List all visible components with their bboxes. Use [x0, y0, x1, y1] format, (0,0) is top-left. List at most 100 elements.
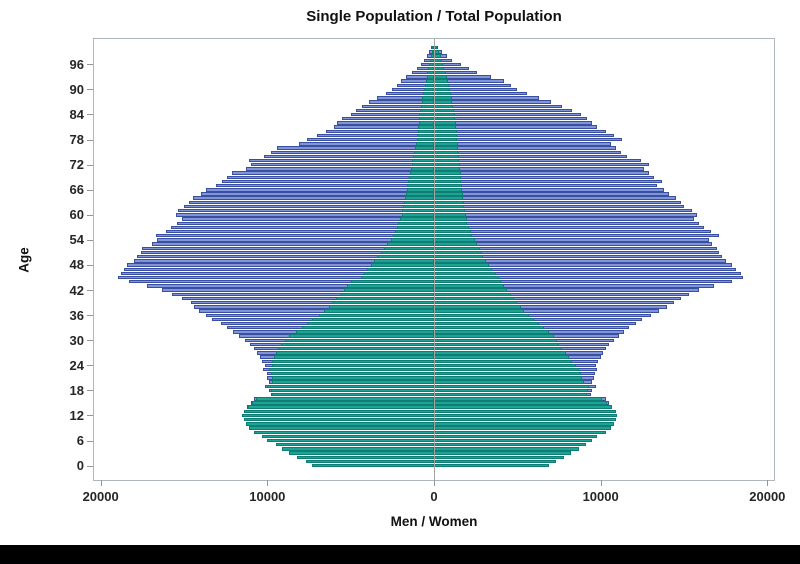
- bar-men-single: [271, 376, 434, 380]
- bar-women-single: [434, 451, 571, 455]
- bar-women-total: [434, 112, 581, 117]
- plot-area: 0 6 12 18 24 30 36 42 48 54 60 66 72 78 84 90 96 20000 100…: [70, 38, 785, 504]
- bar-men-single: [424, 83, 434, 87]
- bar-women-single: [434, 392, 588, 397]
- bar-women-single: [434, 284, 504, 288]
- x-tick: [267, 480, 269, 486]
- x-axis-label: Men / Women: [390, 514, 478, 529]
- bar-women-single: [434, 221, 468, 225]
- bar-men-single: [408, 179, 434, 184]
- bar-men-total: [206, 188, 434, 192]
- bar-men-single: [403, 204, 434, 209]
- chart-title: Single Population / Total Population: [306, 8, 562, 25]
- x-tick-label: 20000: [82, 489, 119, 504]
- bar-men-total: [307, 137, 434, 142]
- bar-women-single: [434, 313, 529, 317]
- bar-men-single: [319, 313, 434, 317]
- bar-women-single: [434, 66, 445, 71]
- bar-women-single: [434, 434, 598, 439]
- bar-women-total: [434, 238, 709, 242]
- bar-men-single: [396, 225, 434, 230]
- bar-women-total: [434, 209, 693, 213]
- bar-men-single: [429, 58, 434, 62]
- bar-women-single: [434, 121, 456, 125]
- y-tick-label: 66: [69, 182, 84, 198]
- bar-men-total: [165, 229, 434, 234]
- bar-women-single: [434, 242, 478, 246]
- bar-men-total: [177, 221, 434, 225]
- bar-women-single: [434, 142, 458, 146]
- bar-women-single: [434, 188, 463, 192]
- bar-women-single: [434, 150, 459, 154]
- bar-women-single: [434, 108, 454, 113]
- bar-men-single: [418, 121, 434, 125]
- bar-men-single: [411, 163, 434, 167]
- bar-men-single: [377, 255, 434, 259]
- bar-men-single: [312, 317, 434, 322]
- bar-women-single: [434, 200, 464, 205]
- y-axis-label-wrap: Age: [14, 38, 34, 481]
- bar-women-single: [434, 171, 461, 175]
- bar-men-single: [419, 108, 434, 113]
- bar-women-single: [434, 367, 579, 372]
- bar-women-total: [434, 104, 563, 108]
- bar-men-single: [364, 271, 434, 276]
- bar-women-single: [434, 71, 446, 75]
- bar-men-single: [432, 46, 434, 50]
- bar-women-total: [434, 183, 658, 188]
- bar-men-single: [332, 300, 434, 305]
- bar-men-total: [175, 213, 434, 217]
- bar-men-total: [245, 167, 434, 171]
- bar-women-single: [434, 405, 612, 409]
- bar-women-total: [434, 204, 684, 209]
- bar-men-single: [249, 426, 434, 430]
- bar-men-single: [245, 422, 434, 426]
- x-tick-label: 10000: [582, 489, 619, 504]
- bar-men-single: [267, 384, 434, 388]
- bar-women-single: [434, 175, 462, 179]
- bar-women-total: [434, 108, 573, 113]
- bar-women-single: [434, 422, 614, 426]
- bar-women-single: [434, 346, 563, 351]
- bar-women-total: [434, 213, 698, 217]
- bar-women-single: [434, 401, 608, 405]
- bar-men-single: [275, 443, 434, 447]
- y-tick-label: 24: [69, 357, 84, 373]
- bar-women-single: [434, 204, 464, 209]
- bar-women-total: [434, 117, 588, 121]
- bar-women-single: [434, 464, 549, 468]
- bar-men-single: [285, 338, 434, 342]
- bar-men-single: [244, 409, 434, 414]
- bar-men-single: [410, 167, 434, 171]
- bar-women-single: [434, 300, 518, 305]
- y-tick: [87, 114, 93, 116]
- bar-women-single: [434, 334, 554, 338]
- x-tick: [600, 480, 602, 486]
- bar-men-single: [419, 117, 434, 121]
- bar-women-total: [434, 221, 699, 225]
- bar-women-single: [434, 259, 486, 263]
- y-tick-label: 84: [69, 106, 84, 122]
- bar-women-single: [434, 263, 489, 267]
- bar-men-single: [367, 267, 434, 271]
- bar-women-total: [434, 175, 654, 179]
- bar-men-single: [262, 434, 434, 439]
- bar-men-single: [307, 321, 434, 326]
- y-tick-label: 60: [69, 207, 84, 223]
- bar-women-single: [434, 250, 482, 255]
- bar-women-total: [434, 229, 711, 234]
- y-tick-label: 30: [69, 332, 84, 348]
- bar-men-single: [393, 234, 434, 238]
- bar-women-single: [434, 217, 467, 221]
- bar-men-total: [270, 150, 434, 154]
- bar-men-single: [344, 288, 434, 292]
- bar-men-single: [272, 380, 434, 384]
- bar-men-single: [419, 112, 434, 117]
- bar-women-single: [434, 455, 564, 460]
- bar-men-single: [421, 100, 434, 104]
- x-tick: [767, 480, 769, 486]
- bar-women-total: [434, 129, 606, 133]
- bar-men-total: [222, 179, 434, 184]
- bar-women-single: [434, 179, 462, 184]
- bar-women-single: [434, 326, 544, 330]
